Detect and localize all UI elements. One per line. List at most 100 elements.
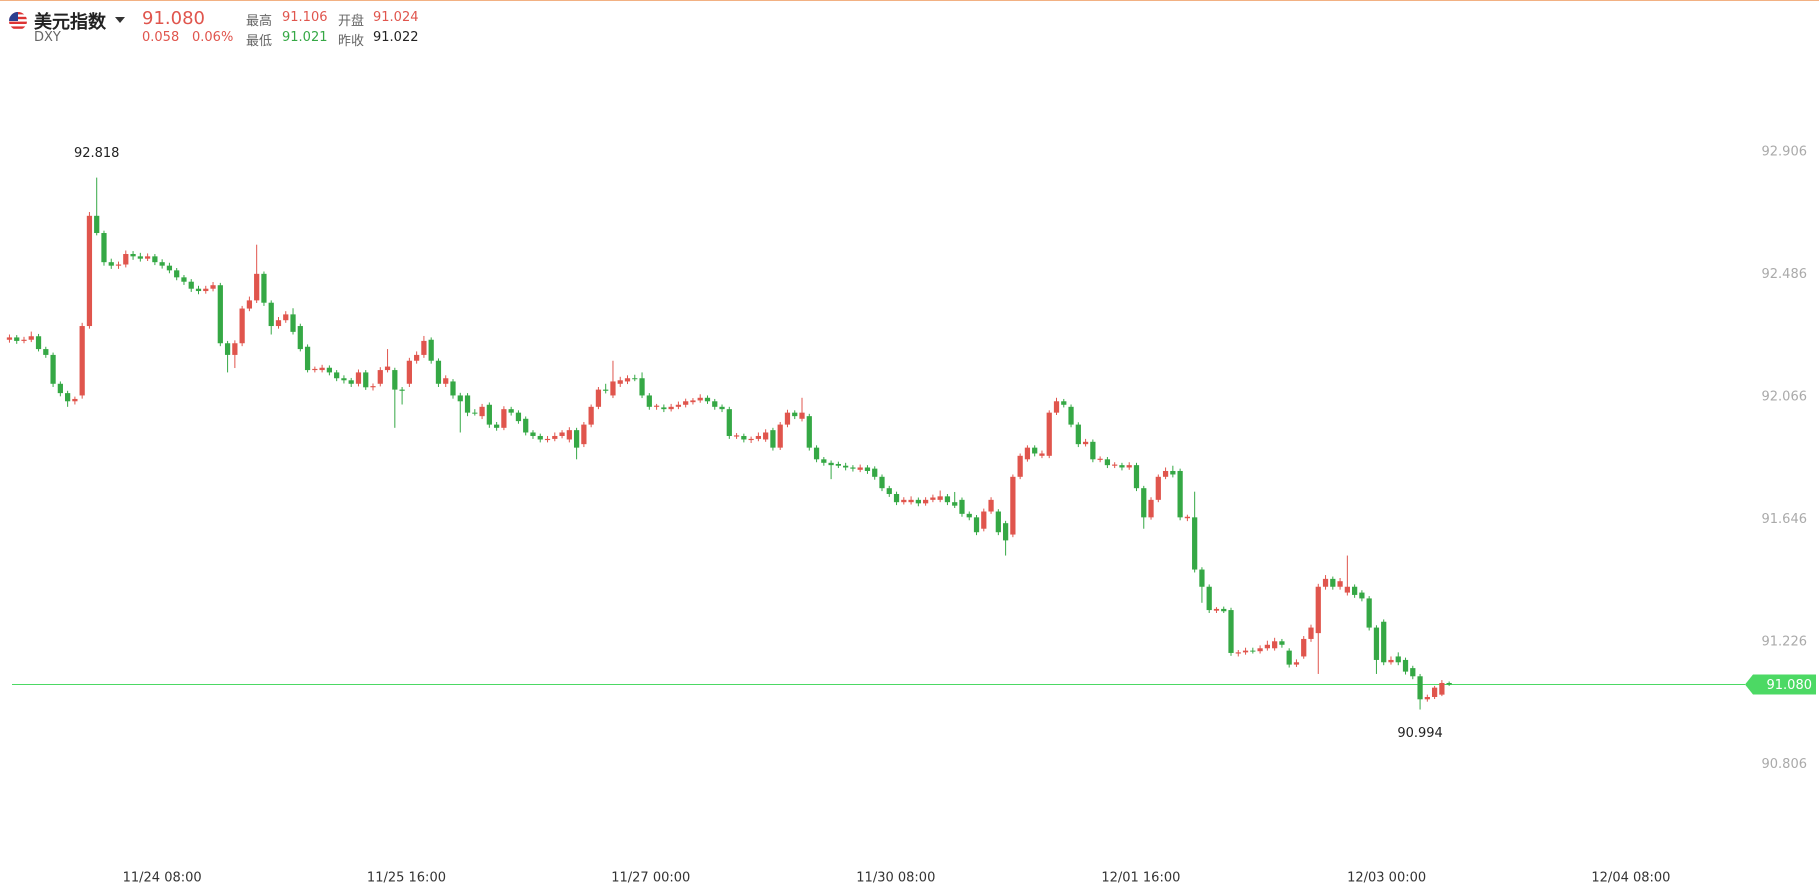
candle	[937, 490, 943, 503]
candle	[1075, 422, 1081, 448]
candle-body	[508, 409, 514, 413]
candle-body	[1075, 424, 1081, 445]
candle-body	[1126, 465, 1132, 468]
candle	[384, 349, 391, 373]
candle-body	[181, 277, 187, 282]
candle-body	[297, 326, 303, 350]
candle-body	[392, 370, 398, 390]
candle-body	[443, 378, 449, 384]
index-code: DXY	[34, 30, 61, 45]
candle	[1082, 438, 1089, 447]
candle	[181, 275, 187, 285]
candle-body	[835, 463, 841, 466]
candle-body	[1170, 470, 1176, 475]
candle	[1170, 465, 1176, 478]
candle-body	[1119, 465, 1125, 468]
candle	[35, 333, 42, 352]
candle-body	[1141, 488, 1147, 518]
candle	[646, 393, 652, 410]
candle	[421, 335, 427, 358]
candle-body	[1221, 608, 1227, 612]
candle-body	[246, 300, 253, 309]
candle	[697, 394, 703, 403]
candle	[755, 432, 762, 442]
candle	[821, 456, 827, 466]
candle-body	[494, 424, 500, 428]
candle	[813, 445, 820, 463]
candle-body	[232, 343, 238, 355]
candle	[472, 409, 478, 416]
candle-body	[1112, 464, 1118, 466]
candle-body	[828, 462, 834, 466]
candle-body	[1388, 659, 1394, 663]
candle-body	[653, 405, 660, 407]
candle-body	[632, 378, 638, 380]
candle-body	[559, 432, 565, 436]
candle	[1424, 694, 1430, 702]
candle	[1388, 656, 1394, 665]
candle-body	[115, 264, 122, 266]
candle	[741, 433, 747, 443]
candle	[377, 367, 383, 387]
candle-body	[573, 430, 580, 448]
index-name: 美元指数	[34, 12, 106, 33]
candle	[1119, 462, 1125, 471]
candle	[1097, 456, 1103, 463]
candle-body	[930, 497, 936, 500]
candle-body	[1199, 569, 1205, 587]
candle	[232, 340, 238, 369]
candle-body	[1410, 668, 1416, 677]
candle	[326, 365, 333, 376]
candle	[363, 370, 369, 390]
candle-body	[1177, 470, 1183, 518]
candle	[995, 509, 1001, 536]
candle-body	[203, 288, 209, 292]
candle	[959, 497, 965, 517]
candle	[1395, 652, 1401, 666]
candle	[1177, 468, 1183, 521]
candle-body	[821, 459, 827, 463]
candle-body	[108, 262, 114, 266]
candle	[1024, 445, 1031, 462]
candle-body	[1090, 441, 1096, 460]
change-pct: 0.06%	[192, 30, 234, 45]
candle	[1250, 647, 1256, 654]
dropdown-caret[interactable]	[115, 16, 125, 24]
candle-body	[326, 367, 333, 373]
candle-body	[544, 438, 551, 441]
candle-body	[1133, 465, 1140, 489]
candle	[334, 370, 340, 382]
stat-value: 91.022	[373, 30, 419, 45]
candle-body	[406, 360, 412, 384]
candle-body	[1352, 586, 1358, 595]
candle	[661, 404, 667, 413]
candle-body	[479, 406, 485, 417]
candle-body	[1010, 476, 1016, 535]
candle-body	[755, 435, 762, 439]
candle	[835, 461, 841, 469]
candle	[108, 258, 114, 269]
candle	[297, 323, 303, 352]
candle	[799, 397, 805, 422]
candle	[464, 393, 471, 417]
candle-body	[799, 412, 805, 419]
candle-body	[363, 372, 369, 388]
candle-body	[1053, 401, 1060, 413]
candle	[552, 432, 558, 442]
candle-body	[704, 397, 711, 402]
candle	[21, 336, 27, 344]
candle-body	[43, 349, 49, 355]
candle-body	[1417, 676, 1423, 700]
candle-body	[995, 511, 1001, 533]
candle	[355, 369, 362, 387]
candle-body	[1330, 578, 1336, 587]
candle-body	[268, 302, 274, 327]
candle-body	[1279, 641, 1285, 645]
candle	[188, 279, 194, 292]
candle-body	[130, 254, 136, 257]
candle-body	[552, 435, 558, 439]
candle	[217, 282, 223, 347]
candle	[1141, 485, 1147, 529]
candle	[130, 251, 136, 260]
